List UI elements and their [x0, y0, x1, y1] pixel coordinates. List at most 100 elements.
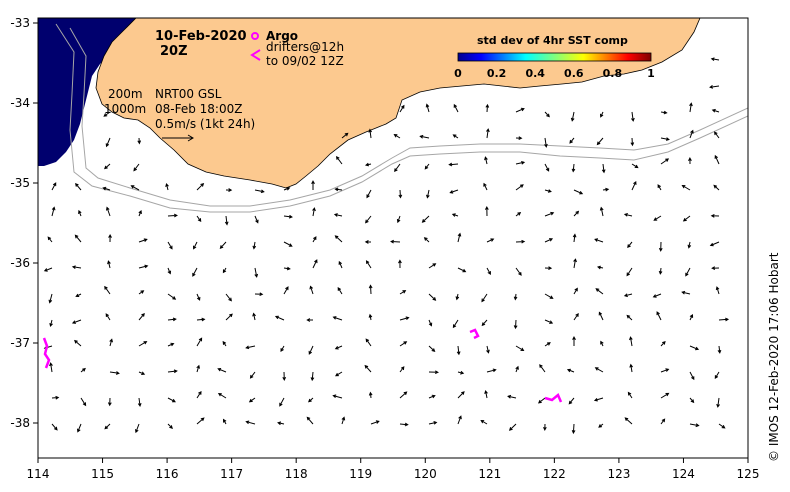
current-vector — [225, 313, 233, 321]
colorbar-tick-label: 0.8 — [603, 67, 623, 80]
current-vector — [368, 284, 373, 295]
current-vector — [568, 397, 575, 405]
current-vector — [713, 184, 720, 191]
current-vector — [626, 267, 633, 277]
current-vector — [368, 313, 373, 321]
current-vectors — [43, 57, 730, 435]
current-vector — [398, 259, 402, 269]
current-vector — [515, 211, 522, 217]
current-vector — [481, 319, 488, 327]
current-vector — [627, 391, 633, 399]
current-vector — [109, 371, 120, 375]
current-vector — [105, 137, 111, 148]
current-vector — [595, 288, 604, 295]
current-vector — [193, 241, 198, 250]
current-vector — [631, 180, 637, 191]
current-vector — [102, 186, 111, 191]
current-vector — [681, 290, 691, 295]
current-vector — [689, 102, 693, 113]
current-vector — [364, 364, 372, 373]
drifter-marker-icon — [250, 49, 261, 61]
current-vector — [658, 267, 663, 275]
current-vector — [196, 390, 202, 399]
current-vector — [544, 163, 550, 172]
current-vector — [428, 370, 439, 375]
current-vector — [109, 338, 113, 347]
current-vector — [660, 110, 668, 115]
current-vector — [196, 293, 201, 301]
current-vector — [486, 267, 491, 275]
current-vector — [138, 210, 142, 217]
current-vector — [456, 345, 461, 356]
current-vector — [689, 423, 700, 428]
current-vector — [711, 108, 720, 113]
y-tick-label: -38 — [10, 416, 30, 430]
current-vector — [716, 397, 720, 408]
current-vector — [572, 233, 577, 243]
current-vector — [452, 134, 459, 139]
current-vector — [515, 345, 525, 352]
current-vector — [600, 111, 604, 118]
current-vector — [196, 337, 203, 347]
current-vector — [279, 397, 285, 407]
current-vector — [138, 371, 146, 375]
y-tick-label: -37 — [10, 336, 30, 350]
current-vector — [196, 417, 205, 425]
current-vector — [481, 293, 488, 303]
y-tick-label: -35 — [10, 176, 30, 190]
current-vector — [167, 342, 175, 347]
current-vector — [399, 316, 410, 321]
current-vector — [365, 215, 372, 224]
current-vector — [573, 313, 579, 321]
current-vector — [308, 345, 314, 355]
current-vector — [192, 267, 198, 277]
current-vector — [428, 345, 436, 353]
x-tick-label: 124 — [672, 467, 695, 481]
current-vector — [543, 423, 547, 431]
current-vector — [138, 341, 148, 347]
current-vector — [137, 397, 142, 408]
current-vector — [225, 188, 233, 192]
current-vector — [453, 103, 459, 113]
current-vector — [419, 134, 430, 139]
current-vector — [629, 336, 633, 347]
drifters-line2: to 09/02 12Z — [266, 54, 344, 68]
current-vector — [653, 215, 662, 221]
current-vector — [421, 215, 430, 223]
current-vector — [245, 420, 256, 425]
current-vector — [398, 189, 403, 199]
current-vector — [483, 182, 488, 191]
current-vector — [334, 235, 343, 243]
scale-arrow-icon — [162, 134, 194, 142]
current-vector — [364, 240, 372, 244]
current-vector — [51, 206, 56, 217]
current-vector — [103, 111, 111, 117]
current-vector — [137, 137, 142, 145]
current-vector — [573, 210, 580, 217]
current-vector — [312, 236, 317, 243]
current-vector — [254, 189, 265, 194]
argo-label: Argo — [266, 29, 298, 43]
current-vector — [364, 162, 372, 167]
isobath-1000m-label: 1000m — [104, 102, 146, 116]
current-vector — [283, 187, 291, 191]
current-vector — [714, 371, 720, 379]
current-vector — [631, 163, 639, 169]
current-vector — [334, 345, 343, 350]
current-vector — [80, 397, 87, 407]
current-vector — [600, 340, 604, 347]
current-vector — [48, 293, 53, 304]
current-vector — [515, 161, 526, 165]
current-vector — [480, 419, 488, 425]
current-vector — [283, 241, 293, 247]
current-vector — [222, 340, 227, 347]
x-tick-label: 115 — [91, 467, 114, 481]
current-vector — [689, 345, 700, 351]
current-vector — [515, 239, 526, 244]
x-tick-label: 117 — [220, 467, 243, 481]
current-vector — [399, 341, 408, 347]
current-vector — [544, 189, 552, 193]
current-vector — [167, 397, 176, 403]
current-vector — [248, 397, 256, 403]
current-vector — [335, 155, 343, 165]
